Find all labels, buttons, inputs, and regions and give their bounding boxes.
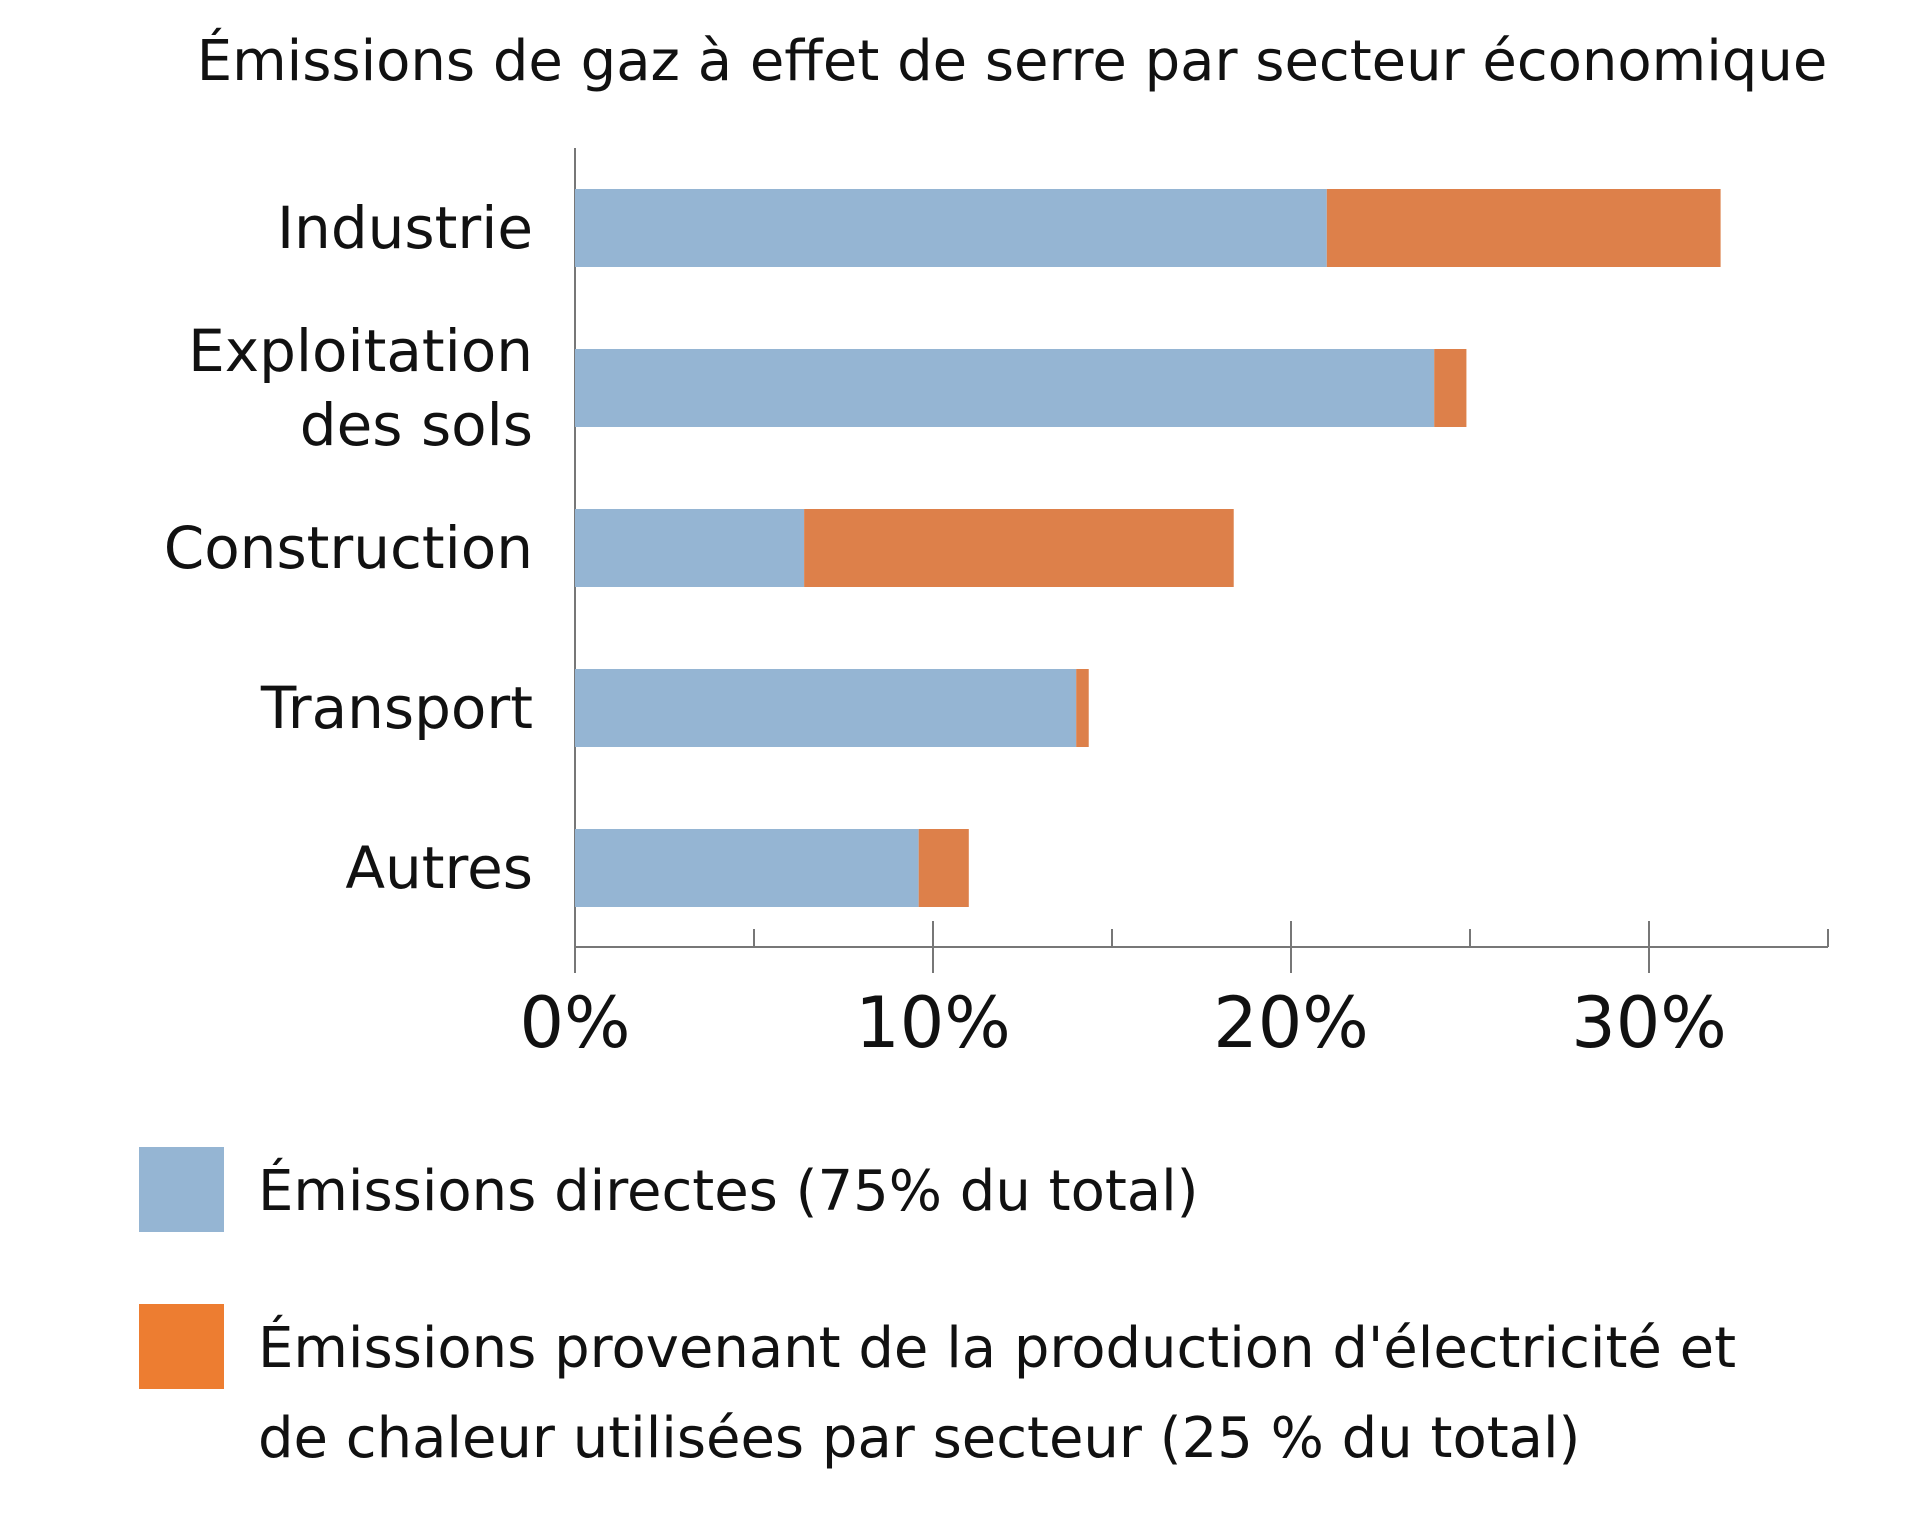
category-label: Autres: [345, 834, 533, 902]
category-label: Exploitation: [188, 317, 533, 385]
x-tick-label: 30%: [1571, 982, 1727, 1064]
bar-segment-electricity-heat: [918, 829, 969, 907]
bar-segment-direct: [575, 509, 805, 587]
legend-swatch: [139, 1147, 224, 1232]
bar-segment-electricity-heat: [804, 509, 1234, 587]
legend-swatch: [139, 1304, 224, 1389]
legend-label: de chaleur utilisées par secteur (25 % d…: [258, 1406, 1580, 1471]
bar-segment-direct: [575, 829, 919, 907]
chart-title: Émissions de gaz à effet de serre par se…: [197, 29, 1828, 94]
bar-segment-direct: [575, 189, 1327, 267]
bar-segment-electricity-heat: [1434, 349, 1467, 427]
legend-label: Émissions directes (75% du total): [258, 1159, 1199, 1224]
bar-segment-direct: [575, 349, 1435, 427]
bar-segment-direct: [575, 669, 1077, 747]
x-tick-label: 20%: [1213, 982, 1369, 1064]
bar-segment-electricity-heat: [1076, 669, 1089, 747]
category-label: Industrie: [277, 194, 533, 262]
category-label: des sols: [300, 391, 533, 459]
x-tick-label: 0%: [519, 982, 630, 1064]
category-label: Transport: [260, 674, 533, 742]
legend: Émissions directes (75% du total) Émissio…: [139, 1147, 1736, 1471]
x-tick-label: 10%: [855, 982, 1011, 1064]
legend-label: Émissions provenant de la production d'é…: [258, 1316, 1736, 1381]
category-label: Construction: [164, 514, 533, 582]
bar-segment-electricity-heat: [1326, 189, 1721, 267]
